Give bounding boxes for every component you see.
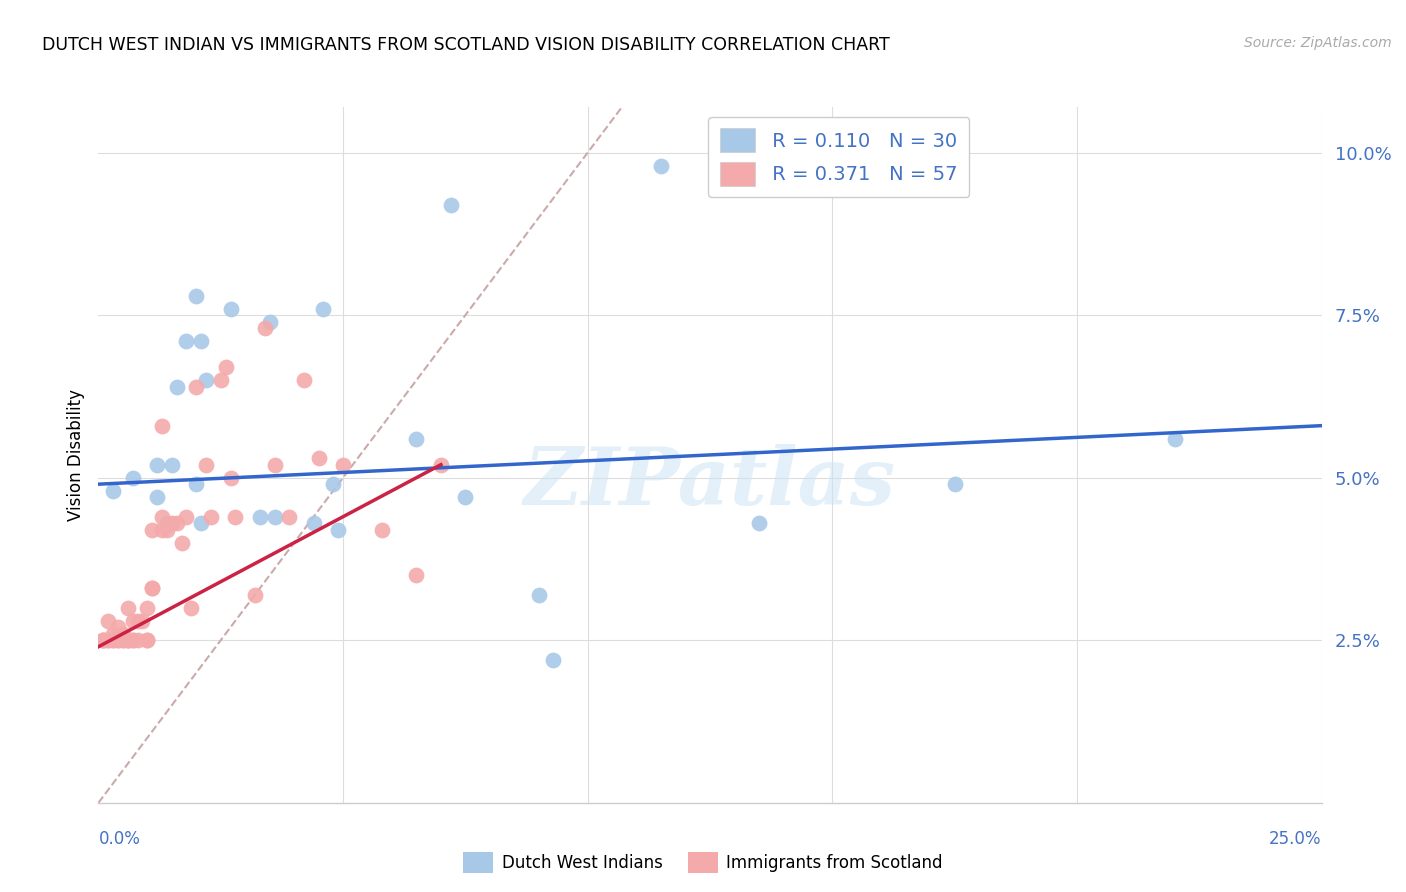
Point — [195, 373, 218, 387]
Point — [243, 588, 266, 602]
Point — [328, 523, 350, 537]
Point — [111, 633, 134, 648]
Point — [186, 379, 208, 393]
Legend: Dutch West Indians, Immigrants from Scotland: Dutch West Indians, Immigrants from Scot… — [457, 846, 949, 880]
Point — [136, 600, 159, 615]
Point — [101, 483, 124, 498]
Point — [107, 633, 129, 648]
Point — [146, 458, 169, 472]
Point — [127, 614, 149, 628]
Point — [219, 301, 242, 316]
Point — [430, 458, 453, 472]
Point — [107, 620, 129, 634]
Point — [263, 458, 285, 472]
Point — [160, 516, 183, 531]
Point — [527, 588, 550, 602]
Point — [91, 633, 114, 648]
Point — [101, 633, 124, 648]
Point — [117, 633, 139, 648]
Point — [278, 509, 301, 524]
Point — [454, 490, 477, 504]
Legend:  R = 0.110   N = 30,  R = 0.371   N = 57: R = 0.110 N = 30, R = 0.371 N = 57 — [707, 117, 969, 197]
Point — [214, 360, 236, 375]
Point — [160, 458, 183, 472]
Point — [253, 321, 276, 335]
Point — [150, 509, 173, 524]
Text: DUTCH WEST INDIAN VS IMMIGRANTS FROM SCOTLAND VISION DISABILITY CORRELATION CHAR: DUTCH WEST INDIAN VS IMMIGRANTS FROM SCO… — [42, 36, 890, 54]
Point — [141, 581, 163, 595]
Point — [650, 159, 672, 173]
Point — [371, 523, 394, 537]
Point — [176, 509, 198, 524]
Point — [97, 614, 120, 628]
Point — [117, 600, 139, 615]
Point — [117, 633, 139, 648]
Point — [127, 633, 149, 648]
Point — [111, 626, 134, 640]
Point — [186, 288, 208, 302]
Point — [209, 373, 232, 387]
Point — [141, 581, 163, 595]
Point — [97, 633, 120, 648]
Point — [195, 458, 218, 472]
Point — [166, 379, 188, 393]
Point — [186, 477, 208, 491]
Point — [200, 509, 222, 524]
Point — [91, 633, 114, 648]
Point — [176, 334, 198, 348]
Point — [263, 509, 285, 524]
Point — [131, 614, 153, 628]
Point — [219, 471, 242, 485]
Point — [249, 509, 271, 524]
Point — [332, 458, 354, 472]
Point — [170, 535, 193, 549]
Text: 0.0%: 0.0% — [98, 830, 141, 847]
Point — [121, 633, 143, 648]
Point — [440, 197, 463, 211]
Point — [312, 301, 335, 316]
Point — [117, 633, 139, 648]
Point — [121, 614, 143, 628]
Point — [166, 516, 188, 531]
Point — [405, 432, 427, 446]
Text: ZIPatlas: ZIPatlas — [524, 444, 896, 522]
Point — [180, 600, 202, 615]
Point — [91, 633, 114, 648]
Point — [543, 653, 565, 667]
Point — [150, 418, 173, 433]
Point — [156, 523, 179, 537]
Point — [190, 516, 212, 531]
Point — [405, 568, 427, 582]
Point — [136, 633, 159, 648]
Point — [943, 477, 966, 491]
Point — [224, 509, 246, 524]
Point — [121, 471, 143, 485]
Point — [190, 334, 212, 348]
Point — [156, 516, 179, 531]
Point — [292, 373, 315, 387]
Point — [1164, 432, 1187, 446]
Point — [121, 633, 143, 648]
Point — [748, 516, 770, 531]
Point — [322, 477, 344, 491]
Text: 25.0%: 25.0% — [1270, 830, 1322, 847]
Point — [101, 626, 124, 640]
Y-axis label: Vision Disability: Vision Disability — [66, 389, 84, 521]
Point — [111, 633, 134, 648]
Point — [308, 451, 330, 466]
Point — [101, 633, 124, 648]
Point — [146, 490, 169, 504]
Point — [136, 633, 159, 648]
Text: Source: ZipAtlas.com: Source: ZipAtlas.com — [1244, 36, 1392, 50]
Point — [150, 523, 173, 537]
Point — [141, 523, 163, 537]
Point — [97, 633, 120, 648]
Point — [302, 516, 325, 531]
Point — [259, 315, 281, 329]
Point — [107, 633, 129, 648]
